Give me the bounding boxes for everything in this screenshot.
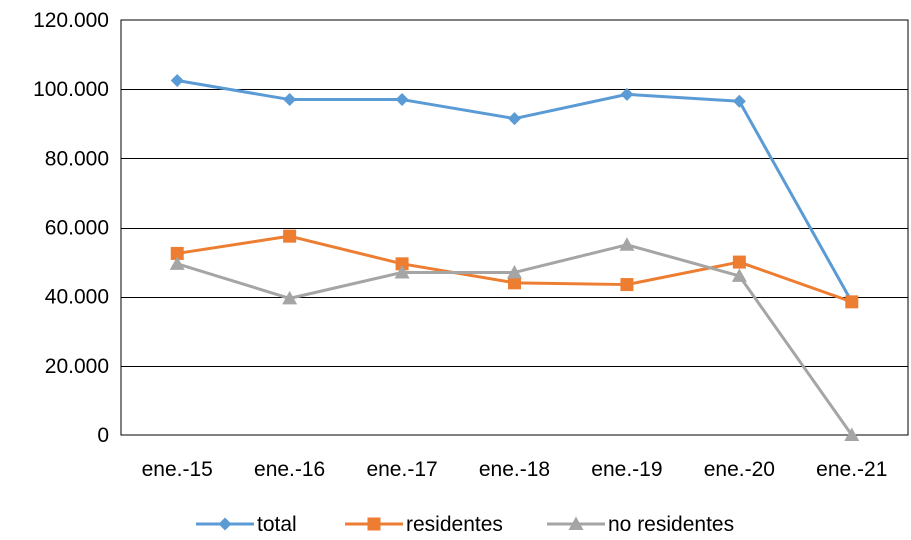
legend-label: residentes [406,513,503,536]
data-point [731,268,747,282]
y-tick-label: 80.000 [45,147,109,170]
data-point [844,427,860,441]
data-point [282,290,298,305]
y-tick-label: 40.000 [45,286,109,309]
data-point [394,264,410,279]
y-tick-label: 120.000 [33,9,109,32]
data-point [620,278,634,292]
y-tick-label: 60.000 [45,217,109,240]
series-residentes [170,229,859,309]
data-point [619,237,635,251]
legend-item: total [196,513,297,536]
legend-label: total [257,513,297,536]
data-point [283,93,297,107]
legend-marker [568,516,584,530]
series-lines [169,74,860,441]
data-point [620,87,634,101]
x-category-label: ene.-19 [591,458,662,481]
data-point [170,246,184,260]
legend-label: no residentes [608,513,734,536]
data-point [732,94,746,108]
x-category-label: ene.-18 [479,458,550,481]
plot-area-border [120,19,909,436]
x-category-label: ene.-20 [704,458,775,481]
data-point [283,229,297,243]
legend-marker [218,517,232,531]
data-point [845,295,859,309]
x-axis-category-labels: ene.-15 ene.-16 ene.-17 ene.-18 ene.-19 ene.-… [142,458,888,481]
legend-item: no residentes [547,513,734,536]
data-point [508,112,521,126]
y-tick-label: 100.000 [33,78,109,101]
y-tick-label: 0 [97,424,109,447]
data-point [507,264,522,279]
x-category-label: ene.-15 [142,458,213,481]
plot-frame [120,19,909,436]
x-category-label: ene.-16 [254,458,325,481]
data-point [732,255,746,269]
data-point [395,93,409,107]
x-category-label: ene.-21 [816,458,887,481]
series-no-residentes [169,237,860,441]
data-point [395,257,409,271]
legend-marker [367,517,381,531]
legend-item: residentes [345,513,503,536]
data-point [508,276,521,290]
y-tick-label: 20.000 [45,355,109,378]
legend: total residentes no residentes [196,513,734,536]
gridlines [121,89,908,367]
data-point [169,256,185,270]
x-category-label: ene.-17 [366,458,437,481]
data-point [170,74,184,88]
y-axis-tick-labels: 0 20.000 40.000 60.000 80.000 100.000 120.000 [33,9,109,447]
